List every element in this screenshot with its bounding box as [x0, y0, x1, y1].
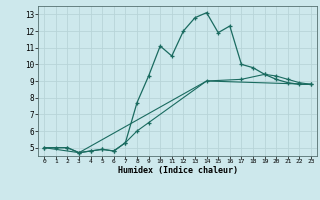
X-axis label: Humidex (Indice chaleur): Humidex (Indice chaleur) [118, 166, 238, 175]
